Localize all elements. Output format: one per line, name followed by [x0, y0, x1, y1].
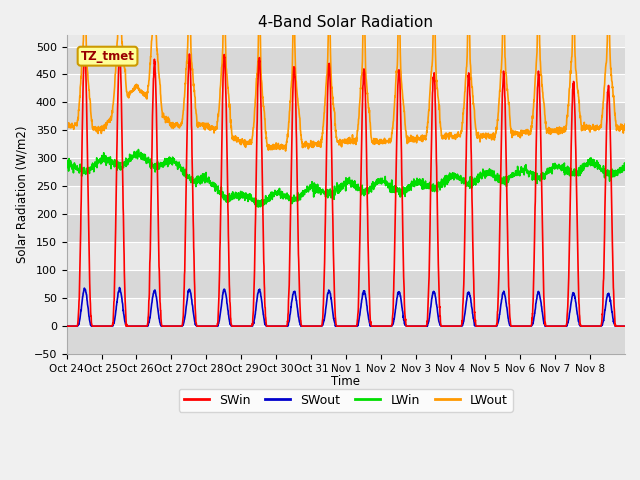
Bar [67, 214, 625, 242]
LWout [515, 133, 522, 139]
Line: SWin: SWin [67, 48, 625, 326]
LWin [380, 179, 388, 185]
SWin [119, 165, 127, 171]
LWout [546, 128, 554, 133]
SWin [613, 324, 621, 329]
SWout [380, 324, 387, 329]
Legend: SWin, SWout, LWin, LWout: SWin, SWout, LWin, LWout [179, 389, 513, 412]
Bar [67, 326, 625, 354]
LWin [621, 167, 629, 172]
SWout [546, 324, 554, 329]
Y-axis label: Solar Radiation (W/m2): Solar Radiation (W/m2) [15, 126, 28, 264]
LWout [380, 141, 388, 146]
SWin [81, 45, 89, 51]
LWin [118, 159, 126, 165]
Title: 4-Band Solar Radiation: 4-Band Solar Radiation [259, 15, 433, 30]
Text: TZ_tmet: TZ_tmet [81, 49, 134, 63]
SWout [515, 324, 522, 329]
LWout [621, 121, 629, 127]
LWin [63, 165, 70, 171]
SWout [119, 301, 127, 307]
Line: LWout: LWout [67, 0, 625, 151]
Bar [67, 102, 625, 131]
LWin [134, 146, 142, 152]
LWin [515, 168, 522, 174]
LWin [239, 191, 247, 197]
LWin [254, 204, 262, 210]
SWout [613, 324, 621, 329]
SWin [546, 324, 554, 329]
SWin [239, 324, 247, 329]
LWin [546, 168, 554, 174]
Bar [67, 270, 625, 298]
SWout [621, 324, 629, 329]
SWout [239, 324, 247, 329]
LWout [282, 148, 289, 154]
X-axis label: Time: Time [332, 375, 360, 388]
SWin [63, 324, 70, 329]
LWout [119, 44, 127, 50]
Line: LWin: LWin [67, 149, 625, 207]
LWout [63, 121, 70, 127]
SWout [63, 324, 70, 329]
Bar [67, 47, 625, 74]
SWout [116, 285, 124, 290]
LWout [239, 140, 247, 145]
LWout [614, 126, 621, 132]
SWin [621, 324, 629, 329]
Bar [67, 158, 625, 186]
Line: SWout: SWout [67, 288, 625, 326]
SWin [515, 324, 522, 329]
LWin [614, 172, 621, 178]
SWin [380, 324, 387, 329]
